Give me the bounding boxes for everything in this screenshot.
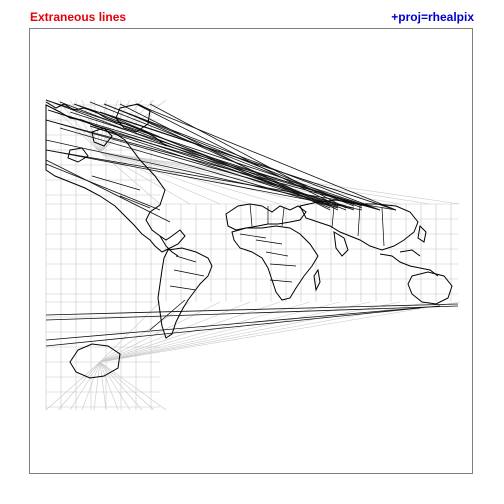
country-borders [91, 175, 385, 291]
polar-graticule [45, 99, 461, 411]
graticule-fan-line [99, 361, 155, 411]
extraneous-line [45, 119, 381, 211]
extraneous-line [149, 299, 186, 331]
graticule-fan-line [99, 99, 143, 153]
graticule-fan-line [99, 361, 167, 411]
graticule-fan-line [99, 151, 281, 205]
asia-coast [299, 199, 419, 251]
extraneous-line [45, 307, 421, 347]
projection-label: +proj=rhealpix [391, 10, 474, 24]
madagascar-coast [313, 268, 321, 292]
graticule-fan-line [81, 361, 101, 411]
extraneous-line [45, 119, 347, 207]
graticule-fan-line [93, 361, 101, 411]
extraneous-line [45, 305, 459, 321]
extraneous-line [103, 103, 381, 211]
graticule-fan-line [99, 151, 191, 205]
graticule-fan-line [99, 99, 107, 153]
graticule-fan-line [69, 361, 101, 411]
graticule-fan-line [69, 99, 101, 153]
extraneous-line [45, 99, 381, 211]
australia-coast [407, 271, 453, 305]
graticule-fan-line [99, 361, 143, 411]
graticule-fan-line [99, 301, 281, 363]
graticule-fan-line [99, 361, 131, 411]
graticule-fan-line [45, 99, 101, 153]
graticule-fan-line [99, 361, 107, 411]
africa-coast [231, 225, 319, 301]
graticule-fan-line [99, 301, 461, 363]
extraneous-line [45, 163, 161, 211]
graticule-fan-line [99, 151, 311, 205]
graticule-fan-line [99, 151, 461, 205]
extraneous-line [129, 113, 339, 211]
graticule [45, 100, 458, 410]
graticule-fan-line [99, 151, 431, 205]
left-title: Extraneous lines [30, 10, 127, 24]
north-america-coast [45, 104, 186, 253]
extraneous-line [59, 127, 331, 207]
europe-coast [225, 203, 307, 231]
graticule-fan-line [57, 361, 101, 411]
graticule-fan-line [99, 301, 401, 363]
antarctica-coast [69, 343, 121, 379]
extraneous-line [89, 125, 381, 211]
graticule-fan-line [99, 301, 371, 363]
extraneous-line [89, 125, 339, 209]
graticule-fan-line [57, 99, 101, 153]
extraneous-line [119, 103, 331, 211]
extraneous-line [45, 303, 459, 316]
graticule-fan-line [99, 151, 221, 205]
extraneous-line [135, 103, 339, 207]
japan-coast [417, 224, 427, 243]
coastlines [45, 101, 453, 379]
extraneous-line [135, 103, 397, 211]
extraneous-lines [45, 99, 459, 347]
arctic-islands [67, 127, 113, 163]
southeast-asia-islands [379, 249, 439, 277]
graticule-fan-line [99, 151, 251, 205]
graticule-fan-line [99, 301, 191, 363]
extraneous-line [45, 159, 171, 223]
extraneous-line [45, 305, 441, 341]
india-coast [333, 231, 349, 257]
south-america-coast [157, 247, 213, 339]
graticule-fan-line [99, 301, 341, 363]
graticule-fan-line [99, 151, 401, 205]
arctic-coast-fragment [45, 101, 167, 147]
extraneous-line [99, 111, 397, 211]
greenland-coast [115, 103, 151, 133]
graticule-fan-line [99, 301, 251, 363]
map-frame [29, 28, 473, 474]
graticule-fan-line [99, 361, 119, 411]
graticule-fan-line [45, 361, 101, 411]
central-america-coast [159, 235, 179, 257]
graticule-fan-line [99, 301, 221, 363]
